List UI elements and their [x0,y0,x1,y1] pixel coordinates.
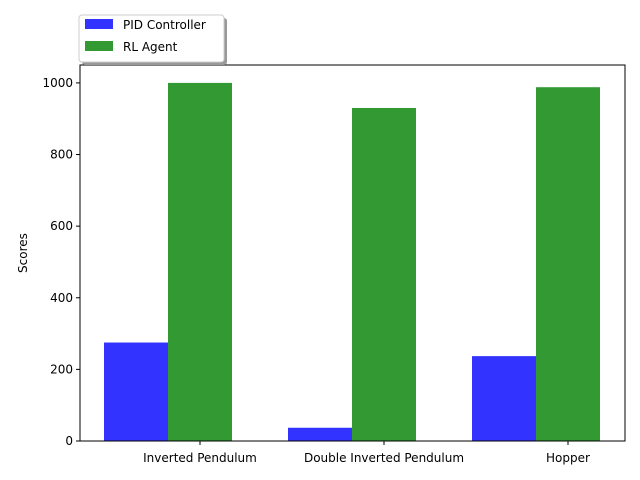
legend-box [78,14,225,63]
bars-group [104,82,600,442]
legend-label-rl-agent: RL Agent [123,40,178,54]
legend-swatch-pid-controller [85,19,113,29]
axes-group [79,64,626,442]
y-tick-label: 800 [50,148,73,162]
bar-pid-controller-2 [472,356,536,441]
y-axis-label: Scores [16,233,30,273]
plot-frame [79,64,626,442]
legend-label-pid-controller: PID Controller [123,18,206,32]
x-tick-label: Inverted Pendulum [143,451,257,465]
bar-rl-agent-0 [168,82,232,442]
y-tick-label: 400 [50,291,73,305]
y-tick-label: 200 [50,362,73,376]
y-tick-label: 0 [65,434,73,448]
y-axis-ticks: 0 200 400 600 800 1000 [42,76,80,448]
x-axis-ticks: Inverted Pendulum Double Inverted Pendulu… [143,441,590,465]
legend: PID Controller RL Agent [78,14,227,65]
x-tick-label: Double Inverted Pendulum [304,451,464,465]
y-tick-label: 1000 [42,76,73,90]
y-tick-label: 600 [50,219,73,233]
bar-rl-agent-1 [352,107,416,441]
legend-swatch-rl-agent [85,41,113,51]
bar-rl-agent-2 [536,87,600,441]
x-tick-label: Hopper [546,451,590,465]
bar-pid-controller-1 [288,427,352,441]
bar-pid-controller-0 [104,342,168,441]
